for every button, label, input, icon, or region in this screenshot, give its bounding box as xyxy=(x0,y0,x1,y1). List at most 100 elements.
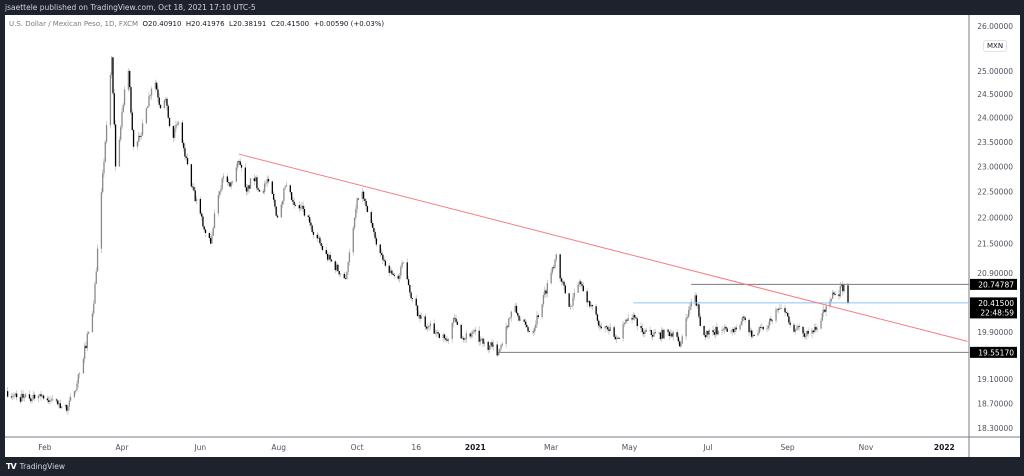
candle-body xyxy=(554,259,556,268)
open-value: O20.40910 xyxy=(142,20,182,28)
price-label-box xyxy=(970,297,1017,319)
candle-body xyxy=(490,342,492,346)
candle-body xyxy=(284,186,286,189)
candle-body xyxy=(598,320,600,326)
trendline[interactable] xyxy=(238,153,968,342)
candle-body xyxy=(129,71,131,88)
candle-body xyxy=(58,403,60,405)
candle-body xyxy=(739,324,741,330)
candle-body xyxy=(299,206,302,209)
price-tick-label: 18.70000 xyxy=(977,399,1013,408)
candle-body xyxy=(266,178,268,183)
time-tick-label: Apr xyxy=(115,443,129,452)
candle-body xyxy=(460,324,462,339)
candle-body xyxy=(307,215,309,217)
candle-body xyxy=(784,308,786,313)
candle-body xyxy=(750,330,753,337)
candle-body xyxy=(438,333,441,338)
candle-body xyxy=(343,273,345,279)
time-tick-label: Oct xyxy=(351,443,364,452)
candle-body xyxy=(804,335,807,337)
candle-body xyxy=(706,330,708,338)
candle-body xyxy=(699,316,701,326)
candle-body xyxy=(347,262,349,272)
candle-body xyxy=(281,200,284,205)
candle-body xyxy=(346,271,348,279)
candle-body xyxy=(208,233,211,239)
candle-body xyxy=(258,189,261,192)
candle-body xyxy=(127,71,130,90)
candle-body xyxy=(613,327,615,337)
candle-body xyxy=(767,325,769,329)
candle-body xyxy=(654,332,656,334)
chart-panel[interactable]: 26.00000 25.00000 24.50000 24.00000 23.50000… xyxy=(5,15,1020,457)
candle-body xyxy=(357,198,360,200)
candle-body xyxy=(649,330,651,332)
candle-body xyxy=(91,313,94,333)
candle-body xyxy=(483,341,486,344)
candle-body xyxy=(569,306,572,308)
candle-body xyxy=(559,254,561,279)
candle-body xyxy=(163,100,166,109)
candle-body xyxy=(518,315,520,321)
candle-body xyxy=(202,216,204,227)
candle-body xyxy=(732,329,735,333)
change-value: +0.00590 (+0.03%) xyxy=(313,20,385,28)
candle-body xyxy=(149,95,151,97)
candle-body xyxy=(650,330,653,335)
candle-body xyxy=(616,337,618,340)
candle-body xyxy=(838,294,840,297)
candle-body xyxy=(546,283,548,294)
candle-body xyxy=(446,339,448,341)
candle-body xyxy=(57,400,59,405)
candle-body xyxy=(325,250,327,255)
candle-body xyxy=(645,330,647,332)
time-tick-label: 2021 xyxy=(465,443,486,452)
candle-body xyxy=(172,126,175,138)
candle-body xyxy=(564,285,566,294)
candle-body xyxy=(389,270,392,273)
candle-body xyxy=(813,326,816,333)
candle-body xyxy=(334,261,336,271)
low-value: L20.38191 xyxy=(229,20,267,28)
candle-body xyxy=(461,337,464,339)
price-label: 19.55170 xyxy=(978,348,1014,357)
candle-body xyxy=(743,316,745,318)
candle-body xyxy=(831,292,834,299)
candle-body xyxy=(497,352,500,356)
candle-body xyxy=(599,325,601,327)
candle-body xyxy=(470,333,473,337)
candle-body xyxy=(42,395,45,399)
candle-body xyxy=(515,305,518,313)
candles xyxy=(6,55,849,415)
candle-body xyxy=(406,262,408,280)
candle-body xyxy=(335,264,338,271)
candle-body xyxy=(623,322,626,325)
candle-body xyxy=(681,336,683,344)
candle-body xyxy=(253,178,255,182)
candle-body xyxy=(32,394,34,400)
candle-body xyxy=(114,124,117,167)
time-tick-label: May xyxy=(622,443,638,452)
candle-body xyxy=(456,321,459,325)
candle-body xyxy=(452,317,455,323)
candle-body xyxy=(262,191,264,193)
candle-body xyxy=(361,191,363,199)
candle-body xyxy=(319,237,321,244)
price-label: 20.41500 xyxy=(978,299,1014,308)
candle-body xyxy=(428,326,430,327)
price-chart[interactable]: 26.00000 25.00000 24.50000 24.00000 23.50000… xyxy=(5,15,1020,457)
candle-body xyxy=(50,399,52,401)
candle-body xyxy=(734,327,736,333)
candle-body xyxy=(830,298,832,302)
candle-body xyxy=(779,308,781,310)
candle-body xyxy=(607,327,609,330)
currency-badge[interactable]: MXN xyxy=(983,40,1008,52)
candle-body xyxy=(465,333,468,339)
candle-body xyxy=(263,183,266,192)
candle-body xyxy=(407,279,410,286)
candle-body xyxy=(24,394,27,397)
candle-body xyxy=(308,216,311,223)
candle-body xyxy=(150,88,153,96)
candle-body xyxy=(627,318,629,321)
